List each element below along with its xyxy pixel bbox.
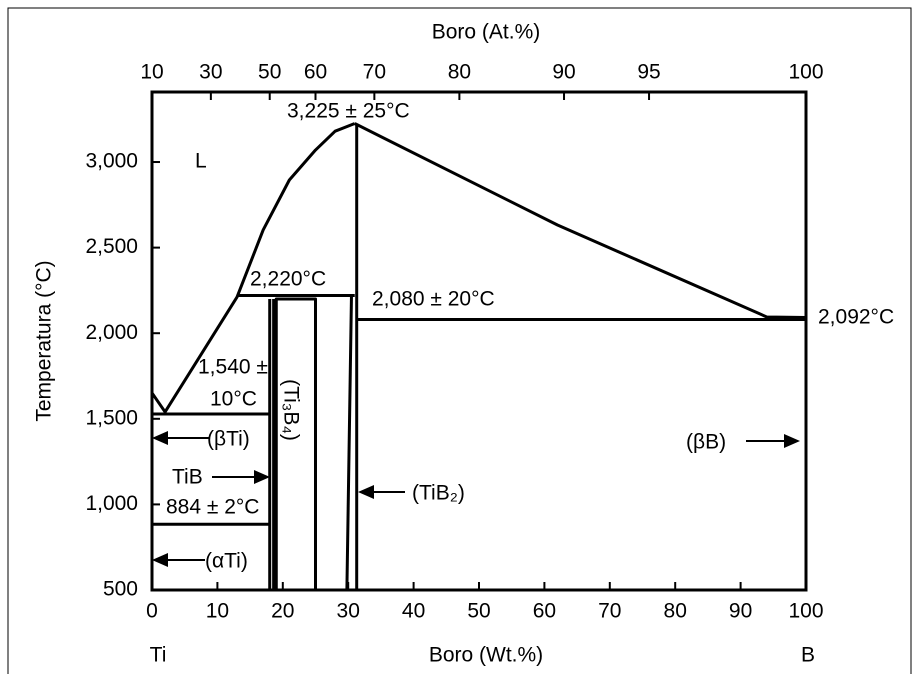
phase-boundary [345,295,353,591]
y-tick-label: 2,500 [85,235,138,258]
annotation: 2,220°C [250,268,326,291]
x2-tick-label: 90 [552,61,575,84]
annotation: (βTi) [207,428,250,451]
x-axis-title: Boro (Wt.%) [429,644,543,667]
x-tick-label: 70 [598,600,621,623]
x2-tick-label: 50 [258,61,281,84]
top-axis-title: Boro (At.%) [432,21,541,44]
annotation: (βB) [686,431,726,454]
annotation: (αTi) [205,550,248,573]
annotation: 884 ± 2°C [166,496,259,519]
x2-tick-label: 60 [304,61,327,84]
y-axis-title: Temperatura (°C) [33,260,56,421]
y-tick-label: 500 [103,578,138,601]
x-tick-label: 90 [729,600,752,623]
frame [7,7,912,674]
x2-tick-label: 80 [448,61,471,84]
annotation: L [195,150,207,173]
x2-tick-label: 30 [199,61,222,84]
x-tick-label: 60 [533,600,556,623]
annotation: TiB [172,466,203,489]
annotation: 10°C [210,388,257,411]
y-tick-label: 3,000 [85,150,138,173]
y-tick-label: 2,000 [85,321,138,344]
x2-tick-label: 95 [637,61,660,84]
phase-boundary [150,122,356,414]
annotation: B [801,644,815,667]
x2-tick-label: 10 [140,61,163,84]
x-tick-label: 10 [206,600,229,623]
x-tick-label: 100 [788,600,823,623]
annotation: 2,092°C [818,306,894,329]
annotation: 1,540 ± [198,356,268,379]
annotation: 2,080 ± 20°C [372,288,495,311]
x2-tick-label: 100 [788,61,823,84]
x-tick-label: 0 [146,600,158,623]
arrows [152,431,800,567]
x-tick-label: 40 [402,600,425,623]
phase-boundary [354,122,807,319]
y-tick-label: 1,500 [85,406,138,429]
annotation: (Ti₃B₄) [279,379,302,441]
annotation: Ti [150,644,167,667]
x-tick-label: 20 [271,600,294,623]
annotation: 3,225 ± 25°C [287,100,410,123]
phase-boundary [274,297,317,592]
x-tick-label: 80 [664,600,687,623]
x-tick-label: 50 [467,600,490,623]
x-tick-label: 30 [337,600,360,623]
annotation: (TiB₂) [412,482,465,505]
x2-tick-label: 70 [363,61,386,84]
y-tick-label: 1,000 [85,492,138,515]
